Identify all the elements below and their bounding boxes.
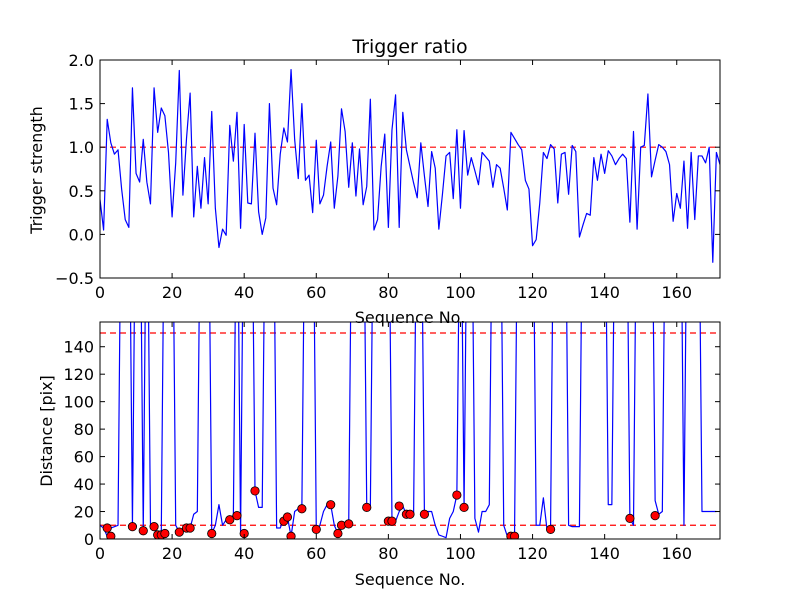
y-axis-label: Trigger strength xyxy=(27,106,46,235)
x-tick-label: 0 xyxy=(95,283,105,302)
y-tick-label: 1.0 xyxy=(69,138,94,157)
x-tick-label: 80 xyxy=(378,544,398,563)
x-tick-label: 60 xyxy=(306,544,326,563)
y-tick-label: 80 xyxy=(74,420,94,439)
data-point-marker xyxy=(405,509,415,519)
data-point-marker xyxy=(297,504,307,514)
y-tick-label: 40 xyxy=(74,475,94,494)
y-tick-label: 0 xyxy=(84,530,94,549)
data-point-marker xyxy=(207,528,217,539)
data-point-marker xyxy=(174,527,184,537)
data-point-marker xyxy=(311,524,321,534)
axes-frame xyxy=(99,59,721,279)
x-axis-label: Sequence No. xyxy=(355,308,466,327)
x-tick-label: 120 xyxy=(517,283,548,302)
y-tick-label: 120 xyxy=(63,365,94,384)
data-point-marker xyxy=(545,524,556,534)
x-tick-label: 100 xyxy=(445,283,476,302)
data-point-marker xyxy=(106,531,116,539)
y-tick-label: 140 xyxy=(63,338,94,357)
x-tick-label: 20 xyxy=(162,544,182,563)
data-point-marker xyxy=(625,513,635,523)
data-series-line xyxy=(100,68,720,263)
data-point-marker xyxy=(185,523,195,533)
x-tick-label: 140 xyxy=(589,544,620,563)
data-point-marker xyxy=(286,531,296,539)
y-tick-label: 100 xyxy=(63,393,94,412)
data-point-marker xyxy=(419,509,430,519)
data-point-marker xyxy=(509,531,520,539)
x-tick-label: 160 xyxy=(661,283,692,302)
x-tick-label: 40 xyxy=(234,283,254,302)
data-point-marker xyxy=(250,486,260,496)
x-axis-label: Sequence No. xyxy=(355,570,466,589)
x-tick-label: 100 xyxy=(445,544,476,563)
data-point-marker xyxy=(387,516,397,526)
plot-content xyxy=(100,68,720,263)
plot-area: 0 20 40 60 80 100 120 140 160 0 20 40 60 80 100 120 140 xyxy=(63,321,721,563)
data-point-marker xyxy=(102,523,112,533)
y-tick-label: 0.0 xyxy=(69,225,94,244)
data-point-marker xyxy=(149,522,159,532)
y-tick-label: 60 xyxy=(74,448,94,467)
data-point-marker xyxy=(394,501,404,511)
data-point-marker xyxy=(127,522,138,532)
data-point-marker xyxy=(650,511,660,521)
x-tick-label: 40 xyxy=(234,544,254,563)
distance-chart: Distance [pix] Sequence No. 0 20 40 60 80 100… xyxy=(37,321,721,589)
data-point-marker xyxy=(232,511,242,521)
x-tick-label: 80 xyxy=(378,283,398,302)
data-point-marker xyxy=(452,490,462,500)
y-tick-label: −0.5 xyxy=(55,269,94,288)
x-tick-label: 60 xyxy=(306,283,326,302)
y-tick-label: 2.0 xyxy=(69,51,94,70)
plot-content xyxy=(100,322,720,539)
axes-frame xyxy=(99,321,721,540)
x-tick-label: 0 xyxy=(95,544,105,563)
trigger-ratio-chart: Trigger ratio Trigger strength Sequence … xyxy=(27,36,721,327)
y-tick-label: 0.5 xyxy=(69,182,94,201)
data-point-marker xyxy=(225,515,235,525)
data-point-marker xyxy=(160,528,170,539)
y-tick-label: 20 xyxy=(74,503,94,522)
data-point-marker xyxy=(138,526,148,536)
data-point-marker xyxy=(459,502,469,513)
y-axis-label: Distance [pix] xyxy=(37,375,56,487)
data-point-marker xyxy=(344,519,354,529)
chart-title: Trigger ratio xyxy=(351,36,467,58)
data-point-marker xyxy=(333,528,343,539)
data-point-marker xyxy=(282,512,293,522)
y-tick-label: 1.5 xyxy=(69,95,94,114)
data-point-marker xyxy=(362,502,372,513)
x-tick-label: 160 xyxy=(661,544,692,563)
x-tick-label: 20 xyxy=(162,283,182,302)
data-point-marker xyxy=(326,500,336,510)
x-tick-label: 140 xyxy=(589,283,620,302)
plot-area: 0 20 40 60 80 100 120 140 160 −0.5 0.0 0.5 1.0 1.5 2.0 xyxy=(55,51,721,302)
x-tick-label: 120 xyxy=(517,544,548,563)
